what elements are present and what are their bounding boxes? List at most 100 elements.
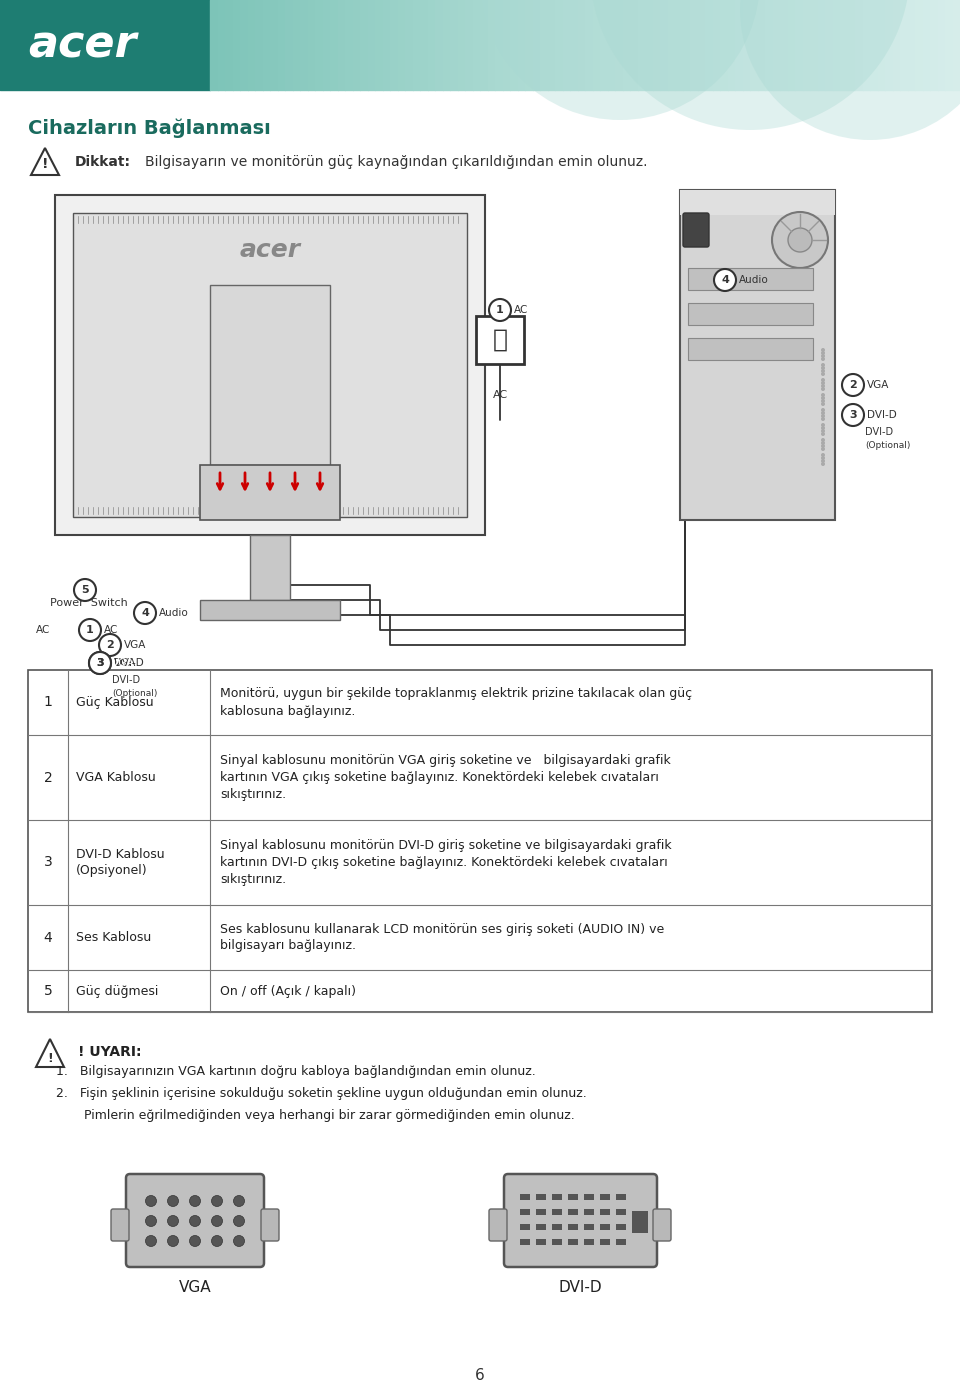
FancyBboxPatch shape: [520, 1239, 530, 1245]
FancyBboxPatch shape: [520, 1224, 530, 1231]
Circle shape: [167, 1196, 179, 1207]
Text: DVI-D: DVI-D: [558, 1281, 602, 1296]
Text: VGA: VGA: [867, 381, 889, 390]
FancyBboxPatch shape: [520, 1195, 530, 1200]
Text: 3: 3: [850, 410, 857, 419]
Text: Bilgisayarın ve monitörün güç kaynağından çıkarıldığından emin olunuz.: Bilgisayarın ve monitörün güç kaynağında…: [145, 156, 647, 169]
Circle shape: [821, 399, 825, 403]
Text: DVI-D: DVI-D: [865, 426, 893, 438]
FancyBboxPatch shape: [55, 194, 485, 535]
FancyBboxPatch shape: [600, 1208, 610, 1215]
FancyBboxPatch shape: [504, 1174, 657, 1267]
Circle shape: [821, 388, 825, 390]
FancyBboxPatch shape: [489, 1208, 507, 1240]
Text: Dikkat:: Dikkat:: [75, 156, 131, 169]
Text: !: !: [47, 1053, 53, 1065]
FancyBboxPatch shape: [552, 1208, 562, 1215]
Circle shape: [821, 381, 825, 385]
Wedge shape: [590, 0, 910, 131]
Text: 2: 2: [43, 771, 53, 785]
Text: ⏻: ⏻: [492, 328, 508, 351]
Text: Audio: Audio: [739, 275, 769, 285]
Text: ! UYARI:: ! UYARI:: [78, 1045, 141, 1058]
Circle shape: [842, 374, 864, 396]
FancyBboxPatch shape: [568, 1239, 578, 1245]
Circle shape: [788, 228, 812, 251]
Text: VGA: VGA: [124, 640, 146, 650]
Wedge shape: [740, 0, 960, 140]
Text: Güç düğmesi: Güç düğmesi: [76, 985, 158, 997]
Circle shape: [74, 579, 96, 601]
Circle shape: [134, 601, 156, 624]
Circle shape: [821, 432, 825, 436]
Text: acer: acer: [28, 24, 136, 67]
Text: Ses kablosunu kullanarak LCD monitörün ses giriş soketi (AUDIO IN) ve
bilgisayar: Ses kablosunu kullanarak LCD monitörün s…: [220, 922, 664, 953]
Circle shape: [233, 1196, 245, 1207]
Text: DVI-D: DVI-D: [114, 658, 144, 668]
FancyBboxPatch shape: [600, 1224, 610, 1231]
Text: Pimlerin eğrilmediğinden veya herhangi bir zarar görmediğinden emin olunuz.: Pimlerin eğrilmediğinden veya herhangi b…: [56, 1110, 575, 1122]
FancyBboxPatch shape: [653, 1208, 671, 1240]
Text: VGA: VGA: [112, 658, 134, 668]
FancyBboxPatch shape: [632, 1211, 648, 1233]
Text: DVI-D: DVI-D: [867, 410, 897, 419]
Text: AC: AC: [492, 390, 508, 400]
FancyBboxPatch shape: [210, 285, 330, 465]
Text: 4: 4: [43, 931, 53, 945]
Circle shape: [821, 349, 825, 351]
Circle shape: [821, 417, 825, 421]
Circle shape: [772, 213, 828, 268]
Text: 1: 1: [43, 696, 53, 710]
FancyBboxPatch shape: [250, 535, 290, 600]
Circle shape: [146, 1196, 156, 1207]
Circle shape: [821, 424, 825, 426]
Circle shape: [821, 414, 825, 418]
Text: AC: AC: [36, 625, 50, 635]
Circle shape: [189, 1215, 201, 1226]
Circle shape: [821, 365, 825, 369]
Circle shape: [146, 1235, 156, 1246]
Circle shape: [211, 1215, 223, 1226]
FancyBboxPatch shape: [568, 1224, 578, 1231]
FancyBboxPatch shape: [28, 669, 932, 1013]
FancyBboxPatch shape: [568, 1195, 578, 1200]
Text: 4: 4: [141, 608, 149, 618]
Text: DVI-D Kablosu
(Opsiyonel): DVI-D Kablosu (Opsiyonel): [76, 847, 164, 878]
Text: 1.   Bilgisayarınızın VGA kartının doğru kabloya bağlandığından emin olunuz.: 1. Bilgisayarınızın VGA kartının doğru k…: [56, 1065, 536, 1078]
FancyBboxPatch shape: [688, 303, 813, 325]
Circle shape: [842, 404, 864, 426]
Circle shape: [146, 1215, 156, 1226]
FancyBboxPatch shape: [600, 1239, 610, 1245]
Circle shape: [189, 1235, 201, 1246]
Circle shape: [821, 354, 825, 358]
Text: Ses Kablosu: Ses Kablosu: [76, 931, 152, 945]
Text: 4: 4: [721, 275, 729, 285]
Circle shape: [714, 269, 736, 292]
Circle shape: [821, 458, 825, 463]
Text: VGA: VGA: [179, 1281, 211, 1296]
FancyBboxPatch shape: [616, 1224, 626, 1231]
Circle shape: [167, 1215, 179, 1226]
FancyBboxPatch shape: [688, 268, 813, 290]
FancyBboxPatch shape: [126, 1174, 264, 1267]
FancyBboxPatch shape: [536, 1224, 546, 1231]
Text: 3: 3: [96, 658, 104, 668]
FancyBboxPatch shape: [552, 1239, 562, 1245]
Circle shape: [233, 1235, 245, 1246]
Circle shape: [821, 351, 825, 356]
Text: 6: 6: [475, 1368, 485, 1382]
FancyBboxPatch shape: [520, 1208, 530, 1215]
FancyBboxPatch shape: [616, 1239, 626, 1245]
FancyBboxPatch shape: [536, 1239, 546, 1245]
FancyBboxPatch shape: [688, 338, 813, 360]
Circle shape: [821, 456, 825, 460]
Circle shape: [821, 372, 825, 376]
FancyBboxPatch shape: [584, 1239, 594, 1245]
Circle shape: [821, 408, 825, 413]
Text: 5: 5: [82, 585, 89, 594]
FancyBboxPatch shape: [111, 1208, 129, 1240]
Circle shape: [821, 383, 825, 388]
Text: AC: AC: [104, 625, 118, 635]
FancyBboxPatch shape: [200, 465, 340, 519]
Text: DVI-D: DVI-D: [112, 675, 140, 685]
